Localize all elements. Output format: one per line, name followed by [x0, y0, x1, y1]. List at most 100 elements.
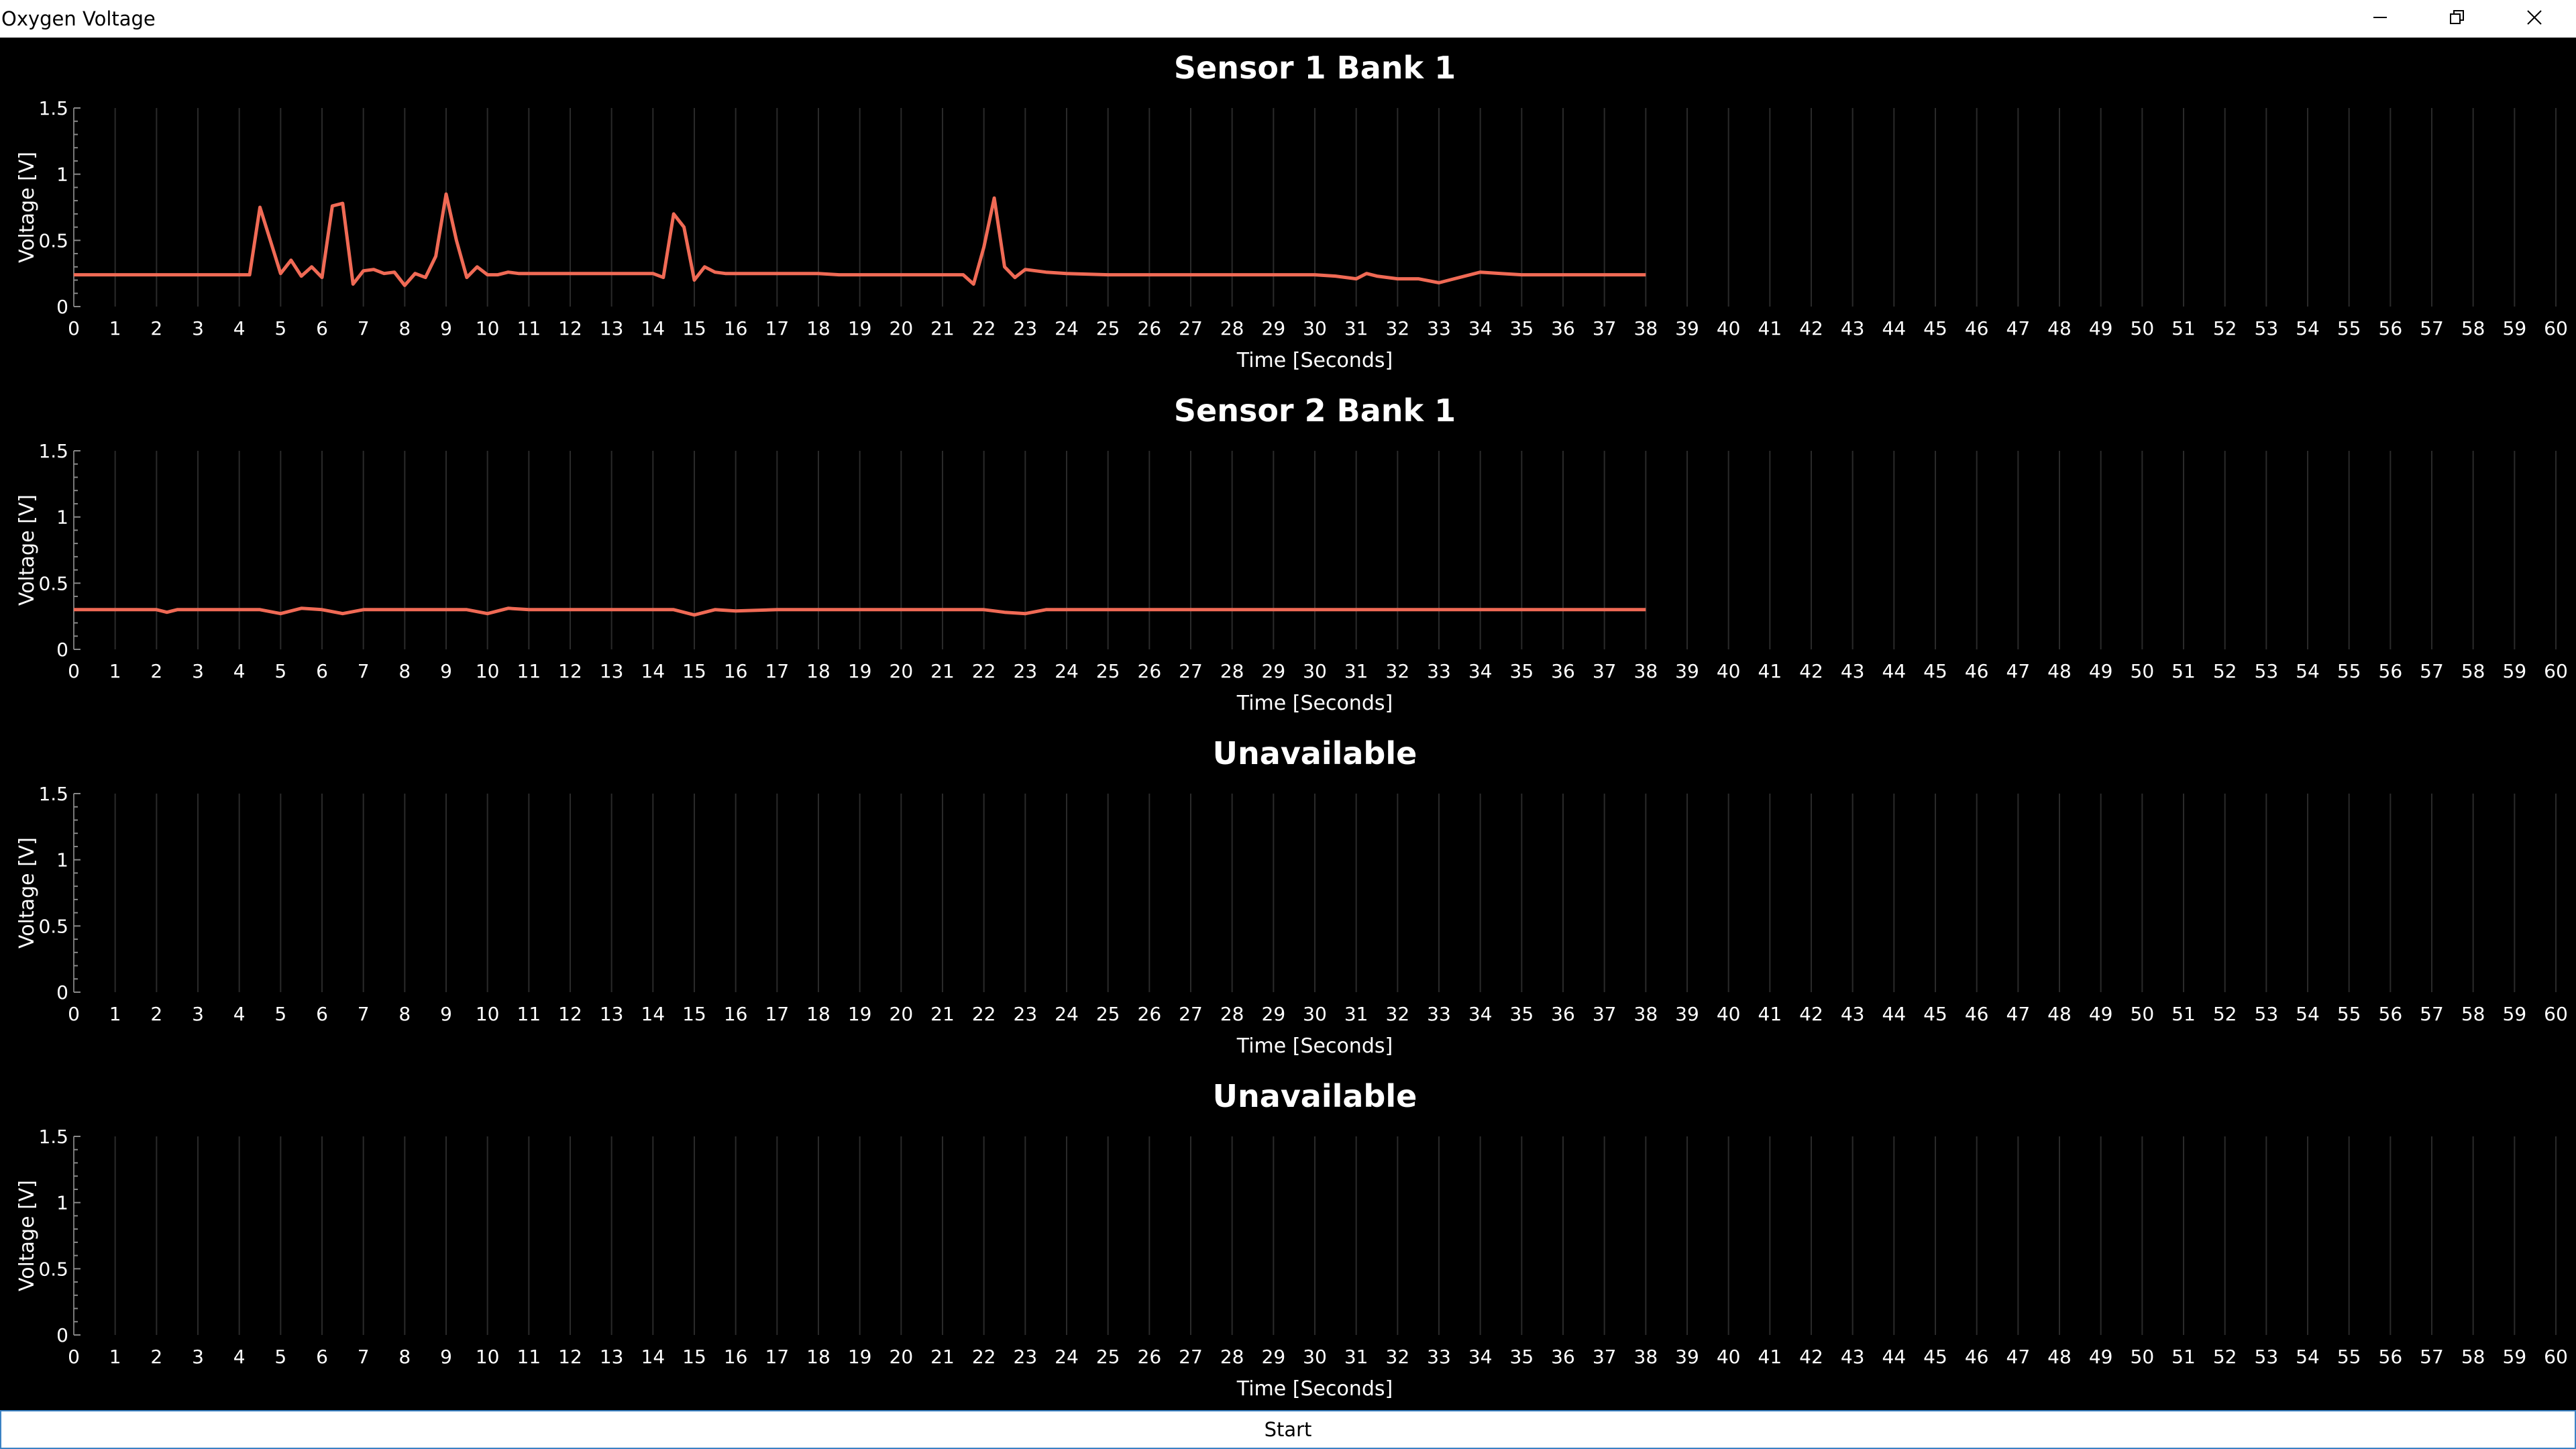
- x-tick-label: 15: [682, 1003, 706, 1025]
- x-tick-label: 10: [476, 660, 500, 682]
- x-tick-label: 40: [1717, 317, 1741, 339]
- x-tick-label: 3: [192, 1346, 204, 1368]
- x-tick-label: 44: [1882, 317, 1907, 339]
- x-tick-label: 0: [68, 1346, 80, 1368]
- x-tick-label: 49: [2089, 1003, 2113, 1025]
- x-tick-label: 28: [1220, 660, 1244, 682]
- x-tick-label: 24: [1055, 317, 1079, 339]
- x-tick-label: 8: [398, 1003, 411, 1025]
- x-tick-label: 43: [1841, 1003, 1865, 1025]
- y-tick-label: 0: [56, 639, 68, 661]
- x-tick-label: 53: [2255, 317, 2279, 339]
- y-tick-label: 1: [56, 506, 68, 529]
- x-tick-label: 5: [274, 317, 286, 339]
- x-tick-label: 4: [233, 1346, 246, 1368]
- x-tick-label: 14: [641, 1003, 665, 1025]
- x-tick-label: 57: [2420, 1003, 2444, 1025]
- x-axis-label: Time [Seconds]: [1236, 1034, 1393, 1058]
- x-tick-label: 34: [1468, 1003, 1493, 1025]
- x-tick-label: 1: [109, 317, 121, 339]
- x-tick-label: 14: [641, 317, 665, 339]
- y-axis-label: Voltage [V]: [15, 1180, 39, 1291]
- x-tick-label: 24: [1055, 660, 1079, 682]
- x-tick-label: 4: [233, 317, 246, 339]
- x-tick-label: 6: [316, 317, 328, 339]
- y-tick-label: 1.5: [38, 440, 68, 462]
- x-tick-label: 54: [2296, 1003, 2320, 1025]
- x-tick-label: 56: [2379, 317, 2403, 339]
- x-tick-label: 5: [274, 1346, 286, 1368]
- x-tick-label: 0: [68, 1003, 80, 1025]
- x-tick-label: 54: [2296, 1346, 2320, 1368]
- x-tick-label: 21: [930, 317, 955, 339]
- x-tick-label: 41: [1758, 1346, 1782, 1368]
- x-tick-label: 8: [398, 1346, 411, 1368]
- x-tick-label: 40: [1717, 1346, 1741, 1368]
- x-tick-label: 3: [192, 317, 204, 339]
- x-tick-label: 31: [1344, 317, 1368, 339]
- x-tick-label: 59: [2503, 660, 2527, 682]
- x-tick-label: 59: [2503, 1003, 2527, 1025]
- chart-title: Unavailable: [1213, 735, 1417, 771]
- chart-panel-2: Sensor 2 Bank 100.511.50 1 2 3 4 5 6 7 8 9 10 11 12 1…: [15, 392, 2568, 715]
- close-button[interactable]: [2496, 0, 2573, 38]
- x-tick-label: 2: [150, 317, 162, 339]
- x-tick-label: 33: [1427, 660, 1451, 682]
- x-tick-label: 21: [930, 1346, 955, 1368]
- x-axis-label: Time [Seconds]: [1236, 1377, 1393, 1401]
- x-tick-label: 47: [2006, 660, 2031, 682]
- y-tick-label: 0: [56, 296, 68, 318]
- x-tick-label: 33: [1427, 317, 1451, 339]
- x-tick-label: 47: [2006, 317, 2031, 339]
- x-tick-label: 33: [1427, 1346, 1451, 1368]
- x-tick-label: 11: [517, 1346, 541, 1368]
- x-tick-label: 57: [2420, 1346, 2444, 1368]
- x-tick-label: 9: [440, 317, 452, 339]
- x-tick-label: 29: [1262, 1003, 1286, 1025]
- x-tick-label: 24: [1055, 1346, 1079, 1368]
- x-tick-label: 54: [2296, 660, 2320, 682]
- x-tick-label: 48: [2047, 317, 2072, 339]
- series-line: [74, 192, 1646, 287]
- x-tick-label: 42: [1799, 317, 1823, 339]
- x-tick-label: 57: [2420, 317, 2444, 339]
- x-tick-label: 10: [476, 1003, 500, 1025]
- x-tick-label: 37: [1593, 1003, 1617, 1025]
- x-tick-label: 45: [1923, 317, 1947, 339]
- x-tick-label: 13: [600, 1003, 624, 1025]
- x-tick-label: 13: [600, 317, 624, 339]
- y-tick-label: 0: [56, 1324, 68, 1346]
- x-tick-label: 9: [440, 660, 452, 682]
- x-tick-label: 48: [2047, 1003, 2072, 1025]
- minimize-button[interactable]: [2341, 0, 2418, 38]
- x-tick-label: 38: [1634, 1346, 1658, 1368]
- x-tick-label: 16: [724, 317, 748, 339]
- x-tick-label: 29: [1262, 660, 1286, 682]
- x-tick-label: 46: [1965, 317, 1989, 339]
- x-tick-label: 52: [2213, 1003, 2237, 1025]
- x-tick-label: 55: [2337, 1346, 2361, 1368]
- x-tick-label: 59: [2503, 1346, 2527, 1368]
- x-tick-label: 59: [2503, 317, 2527, 339]
- x-tick-label: 34: [1468, 317, 1493, 339]
- charts-svg: Sensor 1 Bank 100.511.50 1 2 3 4 5 6 7 8 9 10 11 12 1…: [15, 50, 2568, 1401]
- x-tick-label: 0: [68, 317, 80, 339]
- x-tick-label: 29: [1262, 1346, 1286, 1368]
- x-tick-label: 28: [1220, 317, 1244, 339]
- y-tick-label: 1.5: [38, 1126, 68, 1148]
- start-button[interactable]: Start: [0, 1410, 2576, 1449]
- restore-button[interactable]: [2418, 0, 2496, 38]
- chart-title: Sensor 2 Bank 1: [1174, 392, 1456, 429]
- x-tick-label: 27: [1179, 317, 1203, 339]
- x-tick-label: 25: [1096, 1003, 1120, 1025]
- x-tick-label: 20: [890, 660, 914, 682]
- window-title: Oxygen Voltage: [1, 7, 156, 30]
- x-tick-label: 5: [274, 660, 286, 682]
- x-tick-label: 45: [1923, 1346, 1947, 1368]
- x-tick-label: 26: [1138, 660, 1162, 682]
- x-tick-label: 23: [1014, 317, 1038, 339]
- x-tick-label: 43: [1841, 660, 1865, 682]
- x-tick-label: 19: [848, 317, 872, 339]
- y-axis-label: Voltage [V]: [15, 837, 39, 949]
- x-tick-label: 18: [806, 1346, 830, 1368]
